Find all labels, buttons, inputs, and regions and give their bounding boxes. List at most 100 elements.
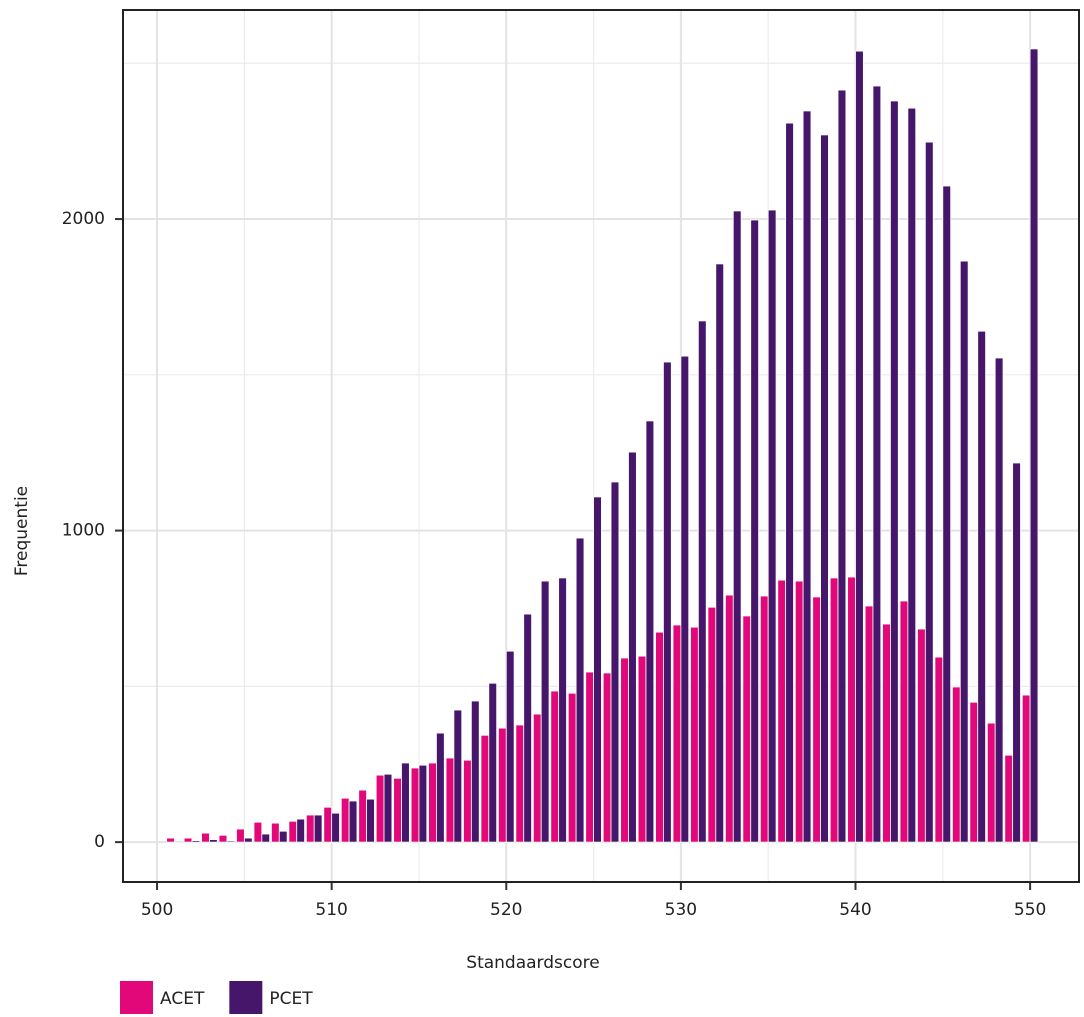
bar	[226, 840, 236, 843]
bar	[191, 840, 201, 843]
bar	[942, 185, 952, 843]
bar	[952, 686, 961, 843]
bar	[358, 789, 367, 843]
bar	[907, 107, 917, 843]
bar	[498, 727, 507, 843]
bar	[166, 837, 175, 843]
bar	[977, 330, 986, 843]
bar	[750, 219, 759, 843]
bar	[767, 209, 777, 843]
bar	[855, 50, 864, 843]
bar	[812, 596, 821, 843]
bar	[463, 759, 472, 843]
bar	[410, 767, 420, 843]
bar	[620, 657, 629, 843]
bar	[802, 110, 812, 843]
bar	[313, 814, 323, 843]
legend-swatch	[120, 981, 153, 1014]
bar	[777, 579, 787, 843]
bar	[864, 605, 874, 843]
bar	[243, 837, 253, 843]
bar	[428, 762, 437, 843]
bar	[209, 839, 218, 843]
bar	[969, 701, 979, 843]
bar	[934, 656, 944, 843]
bar	[401, 762, 410, 843]
x-tick-label: 540	[839, 900, 871, 920]
bar	[418, 764, 428, 843]
bar	[707, 606, 717, 843]
bar	[366, 798, 375, 843]
bar	[348, 800, 358, 843]
x-tick-label: 530	[665, 900, 697, 920]
bar	[837, 89, 847, 843]
bar	[628, 451, 637, 843]
bar	[558, 577, 567, 843]
bar	[1004, 754, 1014, 843]
bar	[470, 700, 480, 843]
bar	[715, 263, 725, 843]
bar	[271, 822, 280, 843]
y-tick-label: 2000	[62, 209, 105, 229]
bar	[480, 734, 490, 843]
x-axis-title: Standaardscore	[466, 953, 599, 973]
legend-label: ACET	[160, 989, 205, 1009]
bar	[872, 85, 882, 843]
x-tick-label: 550	[1014, 900, 1046, 920]
bar	[174, 840, 183, 843]
bar	[278, 830, 288, 843]
bar	[340, 797, 350, 843]
bar	[655, 631, 664, 843]
bar	[690, 626, 699, 843]
bar	[218, 834, 228, 843]
bar	[959, 260, 969, 843]
bar	[847, 576, 856, 843]
bar	[1029, 48, 1039, 843]
bar	[453, 709, 463, 843]
bar	[759, 595, 769, 843]
bar	[986, 722, 996, 843]
bar	[201, 832, 210, 843]
bar	[540, 580, 550, 843]
bar	[725, 594, 734, 843]
bar	[331, 812, 340, 843]
bar	[917, 628, 926, 843]
bar	[732, 210, 742, 843]
bar	[882, 623, 891, 843]
bar	[183, 837, 193, 843]
bar	[383, 773, 393, 843]
bar	[532, 713, 542, 843]
bar	[1021, 694, 1031, 843]
bar	[1012, 462, 1021, 843]
bar	[829, 577, 839, 843]
bar	[672, 624, 682, 843]
bar	[445, 757, 455, 843]
bar	[994, 357, 1004, 843]
bar	[890, 100, 899, 843]
bar	[663, 361, 672, 843]
bar	[550, 690, 560, 843]
plot-border	[122, 9, 1080, 883]
bar	[593, 496, 602, 843]
y-tick-label: 0	[94, 832, 105, 852]
bar	[610, 481, 620, 843]
x-tick-label: 510	[315, 900, 347, 920]
bar	[820, 134, 829, 843]
bar	[742, 615, 752, 843]
bar	[393, 777, 402, 843]
bar	[305, 814, 315, 843]
bar	[602, 672, 612, 843]
bar	[585, 671, 594, 843]
x-tick-label: 520	[490, 900, 522, 920]
bar	[515, 724, 525, 843]
bar	[436, 732, 445, 843]
bar	[697, 320, 707, 843]
bar	[567, 692, 577, 843]
bar	[575, 537, 585, 843]
bar	[523, 613, 532, 843]
bar	[645, 420, 655, 843]
bar	[288, 820, 298, 843]
x-tick-label: 500	[141, 900, 173, 920]
y-axis-title: Frequentie	[12, 486, 32, 576]
